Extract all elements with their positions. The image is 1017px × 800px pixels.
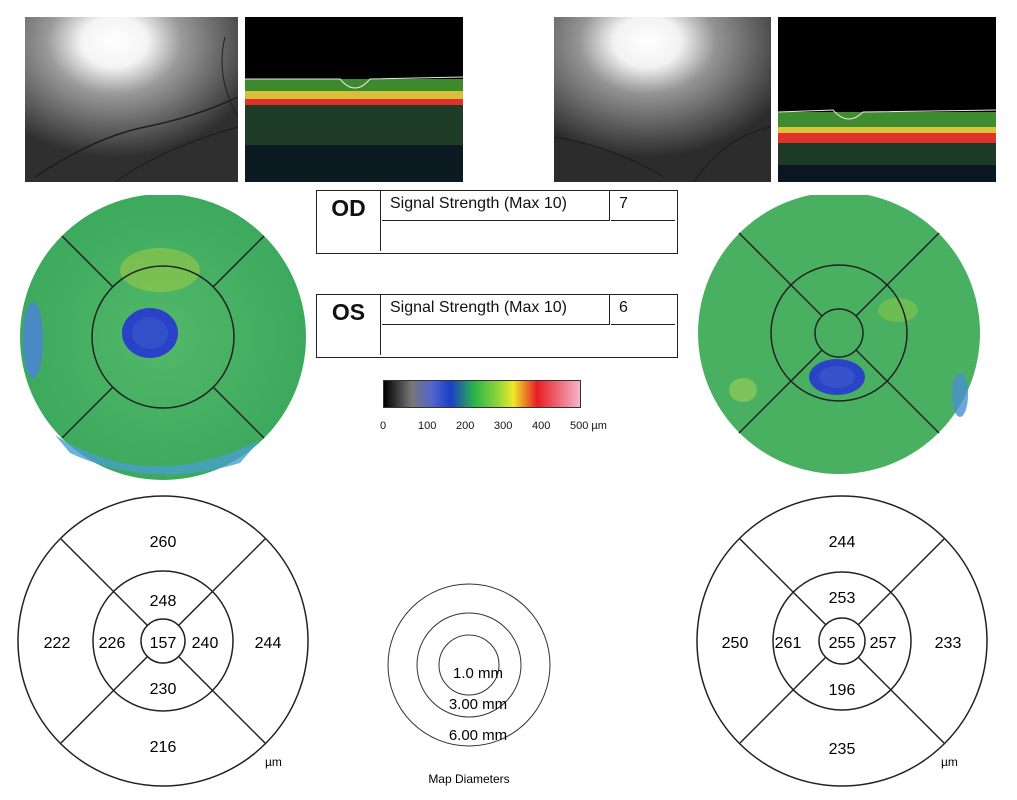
ring-label-3mm: 3.00 mm [449, 696, 507, 713]
eye-label-os: OS [317, 295, 381, 355]
sector-inner-temporal-os: 261 [775, 635, 802, 652]
thickness-color-scale [383, 380, 581, 408]
ring-label-1mm: 1.0 mm [453, 665, 503, 682]
sector-inner-nasal-os: 257 [870, 635, 897, 652]
thickness-map-os [698, 195, 980, 474]
unit-label-os: µm [941, 755, 958, 769]
ring-label-6mm: 6.00 mm [449, 727, 507, 744]
sector-outer-inferior-od: 216 [150, 739, 177, 756]
sector-chart-os: 255 253 261 257 196 244 250 233 235 µm [696, 495, 988, 787]
sector-outer-inferior-os: 235 [829, 741, 856, 758]
unit-label-od: µm [265, 755, 282, 769]
sector-inner-nasal-od: 240 [192, 635, 219, 652]
sector-outer-nasal-od: 244 [255, 635, 282, 652]
eye-label-od: OD [317, 191, 381, 251]
sector-outer-superior-os: 244 [829, 534, 856, 551]
signal-strength-notes-od [382, 222, 675, 251]
sector-inner-inferior-os: 196 [829, 682, 856, 699]
scale-tick: 300 [494, 420, 513, 432]
signal-strength-label-os: Signal Strength (Max 10) [382, 295, 610, 325]
thickness-map-od [20, 195, 306, 480]
scale-tick: 500 µm [570, 420, 607, 432]
scale-tick: 100 [418, 420, 437, 432]
sector-outer-superior-od: 260 [150, 534, 177, 551]
sector-chart-od: 157 248 226 240 230 260 222 244 216 µm [17, 495, 309, 787]
signal-strength-value-os: 6 [611, 295, 675, 325]
sector-outer-temporal-od: 222 [44, 635, 71, 652]
scale-tick: 0 [380, 420, 387, 432]
fundus-image-od [25, 17, 238, 182]
sector-center-od: 157 [150, 635, 177, 652]
sector-outer-nasal-os: 233 [935, 635, 962, 652]
fundus-image-os [554, 17, 771, 182]
oct-scan-os [778, 17, 996, 182]
scale-tick: 200 [456, 420, 475, 432]
map-diameters-diagram: 1.0 mm 3.00 mm 6.00 mm Map Diameters [387, 583, 551, 786]
sector-center-os: 255 [829, 635, 856, 652]
sector-outer-temporal-os: 250 [722, 635, 749, 652]
map-diameters-caption: Map Diameters [428, 772, 509, 786]
scale-tick: 400 [532, 420, 551, 432]
oct-scan-od [245, 17, 463, 182]
sector-inner-superior-os: 253 [829, 590, 856, 607]
signal-strength-value-od: 7 [611, 191, 675, 221]
signal-strength-table-os: OS Signal Strength (Max 10) 6 [316, 294, 678, 358]
signal-strength-notes-os [382, 326, 675, 355]
sector-inner-temporal-od: 226 [99, 635, 126, 652]
signal-strength-table-od: OD Signal Strength (Max 10) 7 [316, 190, 678, 254]
sector-inner-superior-od: 248 [150, 593, 177, 610]
signal-strength-label-od: Signal Strength (Max 10) [382, 191, 610, 221]
sector-inner-inferior-od: 230 [150, 681, 177, 698]
